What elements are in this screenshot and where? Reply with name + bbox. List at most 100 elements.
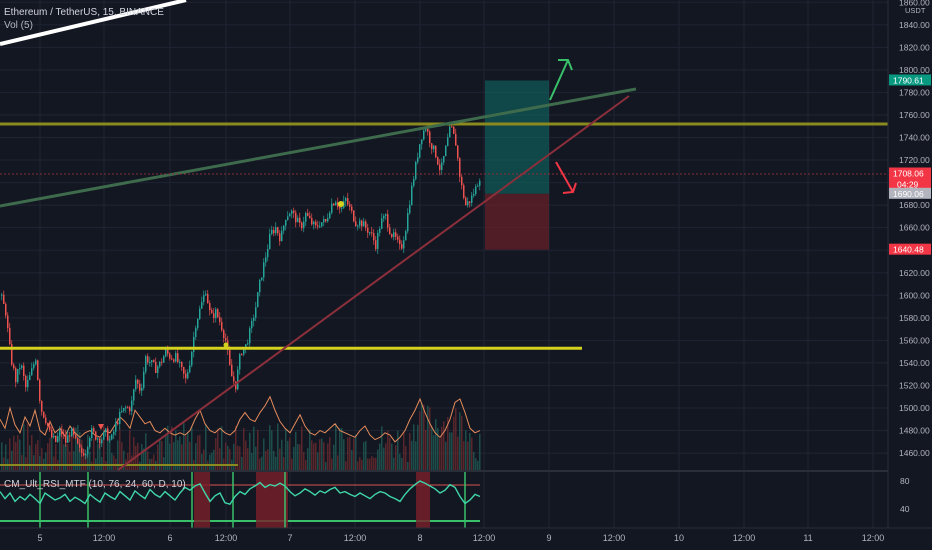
volume-bar (385, 443, 387, 470)
volume-bar (179, 436, 181, 470)
candle-body (391, 234, 393, 237)
volume-bar (219, 448, 221, 470)
candle-body (441, 162, 443, 170)
volume-bar (291, 458, 293, 470)
volume-bar (379, 443, 381, 470)
volume-ma-line (0, 395, 481, 443)
volume-bar (17, 435, 19, 470)
volume-bar (403, 431, 405, 470)
volume-bar (413, 424, 415, 470)
candle-body (111, 434, 113, 440)
y-tick-label: 1500.00 (899, 403, 930, 413)
x-tick-label: 12:00 (603, 533, 626, 543)
candle-body (51, 429, 53, 438)
candle-body (377, 232, 379, 249)
x-tick-label: 8 (417, 533, 422, 543)
volume-bar (195, 443, 197, 470)
y-tick-label: 1740.00 (899, 133, 930, 143)
volume-bar (297, 444, 299, 470)
candle-body (459, 158, 461, 177)
volume-bar (205, 423, 207, 470)
candle-body (91, 428, 93, 439)
volume-bar (433, 435, 435, 470)
volume-bar (67, 443, 69, 470)
volume-bar (305, 459, 307, 470)
candle-body (9, 327, 11, 345)
volume-bar (183, 423, 185, 470)
volume-bar (77, 424, 79, 470)
volume-bar (15, 442, 17, 470)
volume-bar (37, 440, 39, 470)
candle-body (211, 310, 213, 314)
volume-bar (103, 426, 105, 470)
candle-body (147, 356, 149, 363)
y-tick-label: 1860.00 (899, 0, 930, 7)
candle-body (451, 126, 453, 128)
volume-bar (259, 458, 261, 470)
candle-body (139, 383, 141, 391)
candle-body (303, 221, 305, 229)
candle-body (25, 375, 27, 388)
volume-bar (341, 428, 343, 470)
candle-body (467, 201, 469, 206)
x-tick-label: 9 (546, 533, 551, 543)
volume-bar (21, 454, 23, 470)
candle-body (321, 222, 323, 227)
y-tick-label: 1780.00 (899, 87, 930, 97)
candle-body (383, 215, 385, 219)
candle-body (447, 137, 449, 146)
symbol-title: Ethereum / TetherUS, 15, BINANCE (4, 7, 164, 18)
candle-body (437, 157, 439, 165)
candle-body (453, 126, 455, 134)
volume-bar (333, 444, 335, 470)
volume-bar (63, 444, 65, 470)
volume-bar (279, 448, 281, 470)
candle-body (93, 428, 95, 432)
candle-body (85, 454, 87, 456)
volume-bar (359, 457, 361, 470)
volume-bar (383, 447, 385, 470)
volume-bar (189, 441, 191, 470)
rsi-indicator-label[interactable]: CM_Ult_RSI_MTF (10, 76, 24, 60, D, 10) (4, 479, 186, 490)
long-position-tool[interactable] (485, 80, 549, 250)
candle-body (129, 407, 131, 412)
candle-body (169, 353, 171, 359)
volume-bar (395, 445, 397, 470)
candle-body (97, 438, 99, 440)
volume-bar (477, 460, 479, 470)
volume-bar (427, 405, 429, 470)
symbol-legend[interactable]: Ethereum / TetherUS, 15, BINANCE Vol (5) (4, 6, 164, 32)
candle-body (113, 431, 115, 435)
price-badge (889, 187, 931, 199)
volume-bar (449, 432, 451, 470)
candle-body (331, 203, 333, 213)
candle-body (41, 400, 43, 412)
x-tick-label: 12:00 (93, 533, 116, 543)
volume-bar (245, 440, 247, 470)
volume-bar (439, 438, 441, 470)
volume-bar (141, 443, 143, 470)
trendline-drawings[interactable] (0, 0, 932, 471)
candle-body (295, 212, 297, 223)
volume-bar (159, 440, 161, 470)
volume-bar (113, 455, 115, 470)
rsi-overbought-zone (256, 472, 288, 528)
price-badge-label: 1640.48 (893, 245, 924, 255)
volume-bar (65, 444, 67, 470)
volume-bar (173, 442, 175, 470)
candle-body (133, 389, 135, 401)
volume-bar (227, 445, 229, 470)
volume-bar (35, 444, 37, 470)
candle-body (23, 365, 25, 376)
candle-body (293, 210, 295, 213)
volume-bar (143, 448, 145, 470)
volume-bar (229, 448, 231, 470)
volume-bar (389, 437, 391, 470)
candle-body (405, 231, 407, 241)
volume-bar (157, 444, 159, 470)
volume-bar (199, 434, 201, 470)
volume-bar (313, 443, 315, 470)
candle-body (233, 376, 235, 382)
